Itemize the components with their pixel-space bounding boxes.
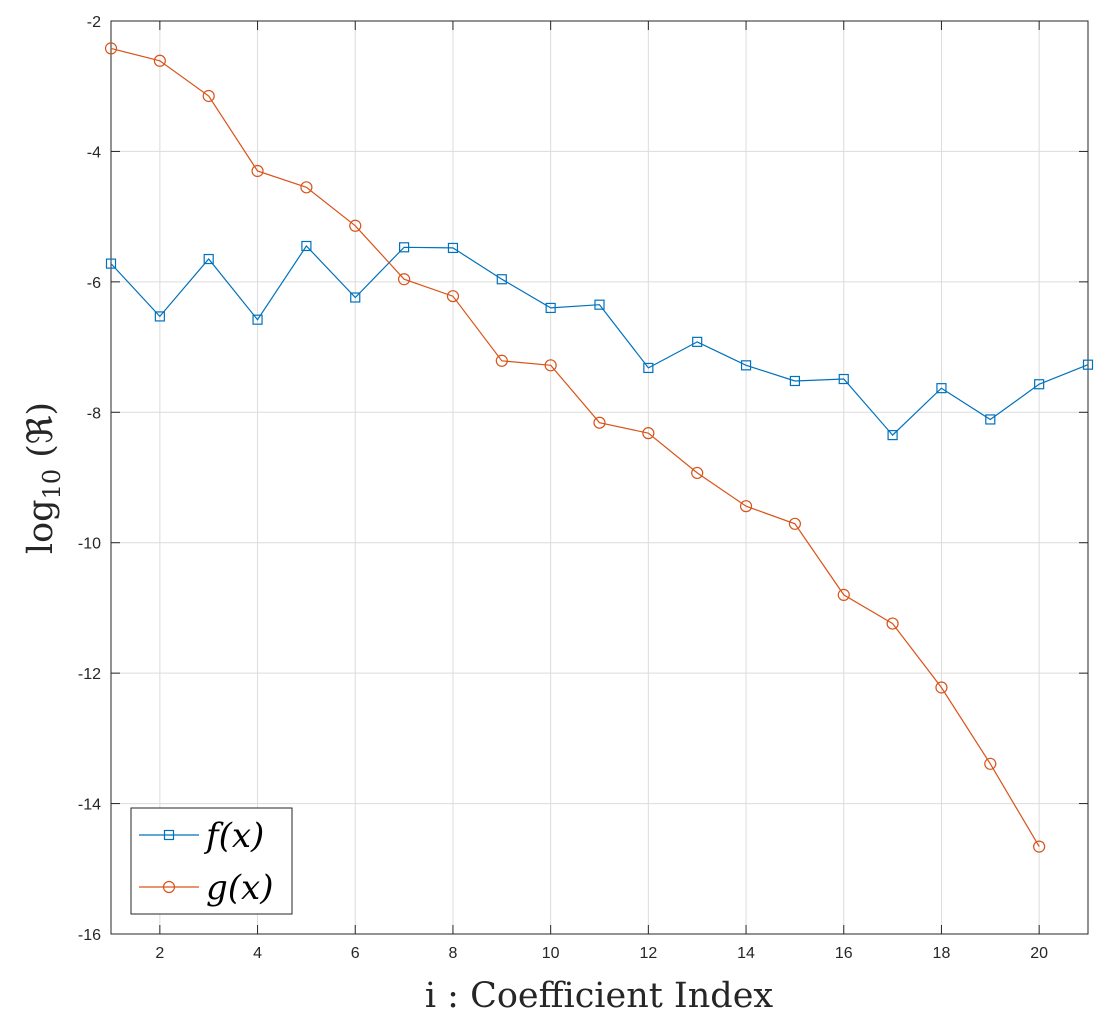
data-point xyxy=(740,360,752,371)
series-line xyxy=(110,245,1089,436)
y-axis-label-log: log xyxy=(21,499,61,554)
data-point xyxy=(251,164,264,178)
data-point xyxy=(301,240,312,252)
y-tick-label: -14 xyxy=(78,797,101,814)
y-axis-label-base: 10 xyxy=(38,469,66,500)
data-point xyxy=(594,299,605,310)
x-tick-label: 12 xyxy=(639,945,657,962)
x-tick-label: 8 xyxy=(448,945,457,962)
data-point xyxy=(692,336,703,347)
series-line xyxy=(110,47,1040,847)
data-point xyxy=(398,273,411,286)
data-point xyxy=(985,414,996,425)
data-point xyxy=(789,375,801,387)
x-tick-label: 2 xyxy=(155,945,164,962)
data-point xyxy=(887,430,898,441)
data-point xyxy=(300,181,313,194)
x-axis-label: i : Coefficient Index xyxy=(425,976,774,1016)
y-tick-label: -12 xyxy=(78,666,101,683)
data-point xyxy=(544,359,557,372)
x-tick-label: 10 xyxy=(542,945,560,962)
data-point xyxy=(739,500,753,513)
data-point xyxy=(349,219,362,232)
series xyxy=(104,42,1094,853)
axes-frame xyxy=(110,20,1089,935)
legend-marker xyxy=(162,880,176,894)
data-point xyxy=(837,588,850,601)
data-point xyxy=(1033,840,1046,853)
data-point xyxy=(642,427,655,440)
data-point xyxy=(154,311,165,322)
data-point xyxy=(593,416,606,429)
legend-marker xyxy=(163,829,175,841)
legend-item: f(x) xyxy=(139,816,264,856)
data-point xyxy=(446,290,460,303)
x-tick-label: 18 xyxy=(933,945,951,962)
data-point xyxy=(399,242,410,253)
legend: f(x) g(x) xyxy=(130,807,293,915)
data-point xyxy=(691,466,704,480)
y-axis-label-rest: (ℜ) xyxy=(21,402,61,469)
y-tick-label: -6 xyxy=(87,275,101,292)
x-tick-label: 16 xyxy=(835,945,853,962)
x-tick-label: 4 xyxy=(253,945,262,962)
x-tick-label: 6 xyxy=(351,945,360,962)
y-tick-label: -2 xyxy=(87,14,101,31)
series-f xyxy=(105,240,1094,441)
data-point xyxy=(838,373,849,385)
data-point xyxy=(104,42,118,55)
y-tick-label: -10 xyxy=(78,536,101,553)
y-tick-label: -8 xyxy=(87,405,101,422)
data-point xyxy=(495,354,508,367)
data-point xyxy=(935,681,948,694)
data-point xyxy=(545,302,556,314)
data-point xyxy=(350,292,361,303)
x-tick-label: 20 xyxy=(1030,945,1048,962)
data-point xyxy=(202,89,215,103)
legend-label: g(x) xyxy=(206,868,273,908)
legend-label: f(x) xyxy=(203,816,264,856)
data-point xyxy=(1082,359,1094,370)
y-axis-label-text: log10 (ℜ) xyxy=(21,402,66,554)
y-tick-label: -4 xyxy=(87,144,101,161)
y-axis-label: log10 (ℜ) xyxy=(21,402,66,554)
data-point xyxy=(886,617,899,630)
data-point xyxy=(1034,379,1045,390)
legend-item: g(x) xyxy=(139,868,273,908)
data-point xyxy=(984,757,997,770)
data-point xyxy=(252,314,263,325)
y-tick-label: -16 xyxy=(78,927,101,944)
grid xyxy=(111,20,1088,935)
series-g xyxy=(104,42,1046,853)
x-tick-label: 14 xyxy=(737,945,755,962)
data-point xyxy=(153,54,166,67)
data-point xyxy=(936,383,947,394)
ticks: 2 4 6 8 10 12 14 16 18 20 -2 -4 -6 -8 -10 -12 -14 -16 xyxy=(78,14,1088,962)
data-point xyxy=(203,253,214,265)
data-point xyxy=(643,362,654,374)
data-point xyxy=(496,274,507,285)
data-point xyxy=(105,258,117,269)
data-point xyxy=(447,242,459,254)
data-point xyxy=(788,517,802,530)
legend-box xyxy=(130,807,293,915)
